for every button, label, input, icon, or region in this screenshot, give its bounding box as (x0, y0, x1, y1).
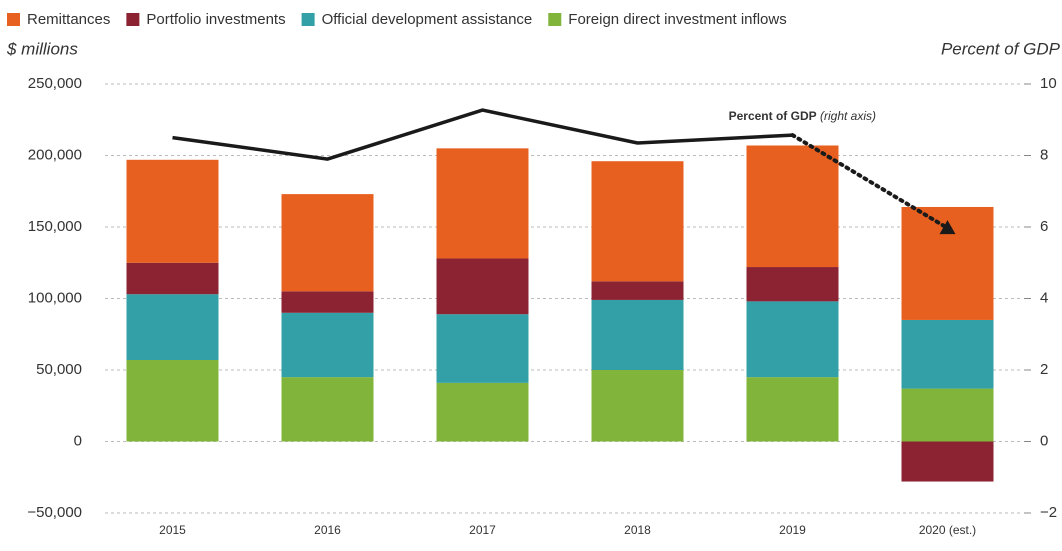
bar-segment (126, 159, 219, 263)
y2-tick-label: 4 (1040, 289, 1048, 306)
bar-segment (436, 258, 529, 315)
bar-segment (901, 319, 994, 389)
x-tick-label: 2020 (est.) (919, 523, 976, 537)
y2-tick-label: −2 (1040, 504, 1057, 521)
y-tick-label: 200,000 (28, 146, 82, 163)
x-tick-label: 2018 (624, 523, 651, 537)
bar-segment (126, 294, 219, 360)
y2-tick-label: 8 (1040, 146, 1048, 163)
y2-axis-label: Percent of GDP (941, 39, 1061, 58)
bar-segment (126, 359, 219, 442)
y-tick-label: 250,000 (28, 75, 82, 92)
legend-label: Foreign direct investment inflows (568, 11, 786, 28)
line (172, 108, 793, 161)
legend-label: Official development assistance (322, 11, 533, 28)
annotation-italic: (right axis) (820, 109, 876, 123)
y-tick-label: 50,000 (36, 361, 82, 378)
y-tick-label: 150,000 (28, 218, 82, 235)
y2-tick-label: 0 (1040, 432, 1048, 449)
bar-segment (281, 291, 374, 313)
annotation-bold: Percent of GDP (729, 109, 817, 123)
x-tick-label: 2019 (779, 523, 806, 537)
y-tick-label: 100,000 (28, 289, 82, 306)
y-tick-label: −50,000 (27, 504, 82, 521)
y2-tick-label: 10 (1040, 75, 1057, 92)
bar-segment (436, 382, 529, 442)
legend-label: Remittances (27, 11, 110, 28)
legend-swatch (7, 13, 20, 26)
legend-swatch (548, 13, 562, 26)
bar-segment (436, 314, 529, 383)
bar-segment (281, 194, 374, 292)
line-estimate (790, 133, 950, 231)
x-tick-label: 2017 (469, 523, 496, 537)
y2-tick-label: 2 (1040, 361, 1048, 378)
bar-segment (591, 281, 684, 300)
bar-segment (746, 377, 839, 442)
bar-segment (281, 377, 374, 442)
bar-segment (901, 441, 994, 482)
bar-segment (901, 388, 994, 442)
legend-swatch (126, 13, 140, 26)
legend-label: Portfolio investments (146, 11, 285, 28)
y-axis-label: $ millions (6, 39, 78, 58)
bar-segment (746, 301, 839, 378)
y-tick-label: 0 (74, 432, 82, 449)
line-marker (939, 220, 956, 235)
bar-segment (126, 262, 219, 295)
bar-segment (436, 148, 529, 259)
bar-segment (281, 312, 374, 378)
x-tick-label: 2015 (159, 523, 186, 537)
annotation: Percent of GDP (right axis) (729, 109, 876, 123)
y2-tick-label: 6 (1040, 218, 1048, 235)
x-tick-label: 2016 (314, 523, 341, 537)
bar-segment (591, 370, 684, 442)
bar-segment (746, 267, 839, 302)
bar-segment (591, 299, 684, 370)
legend-swatch (301, 13, 315, 26)
bar-segment (591, 161, 684, 282)
bar-segment (746, 145, 839, 268)
